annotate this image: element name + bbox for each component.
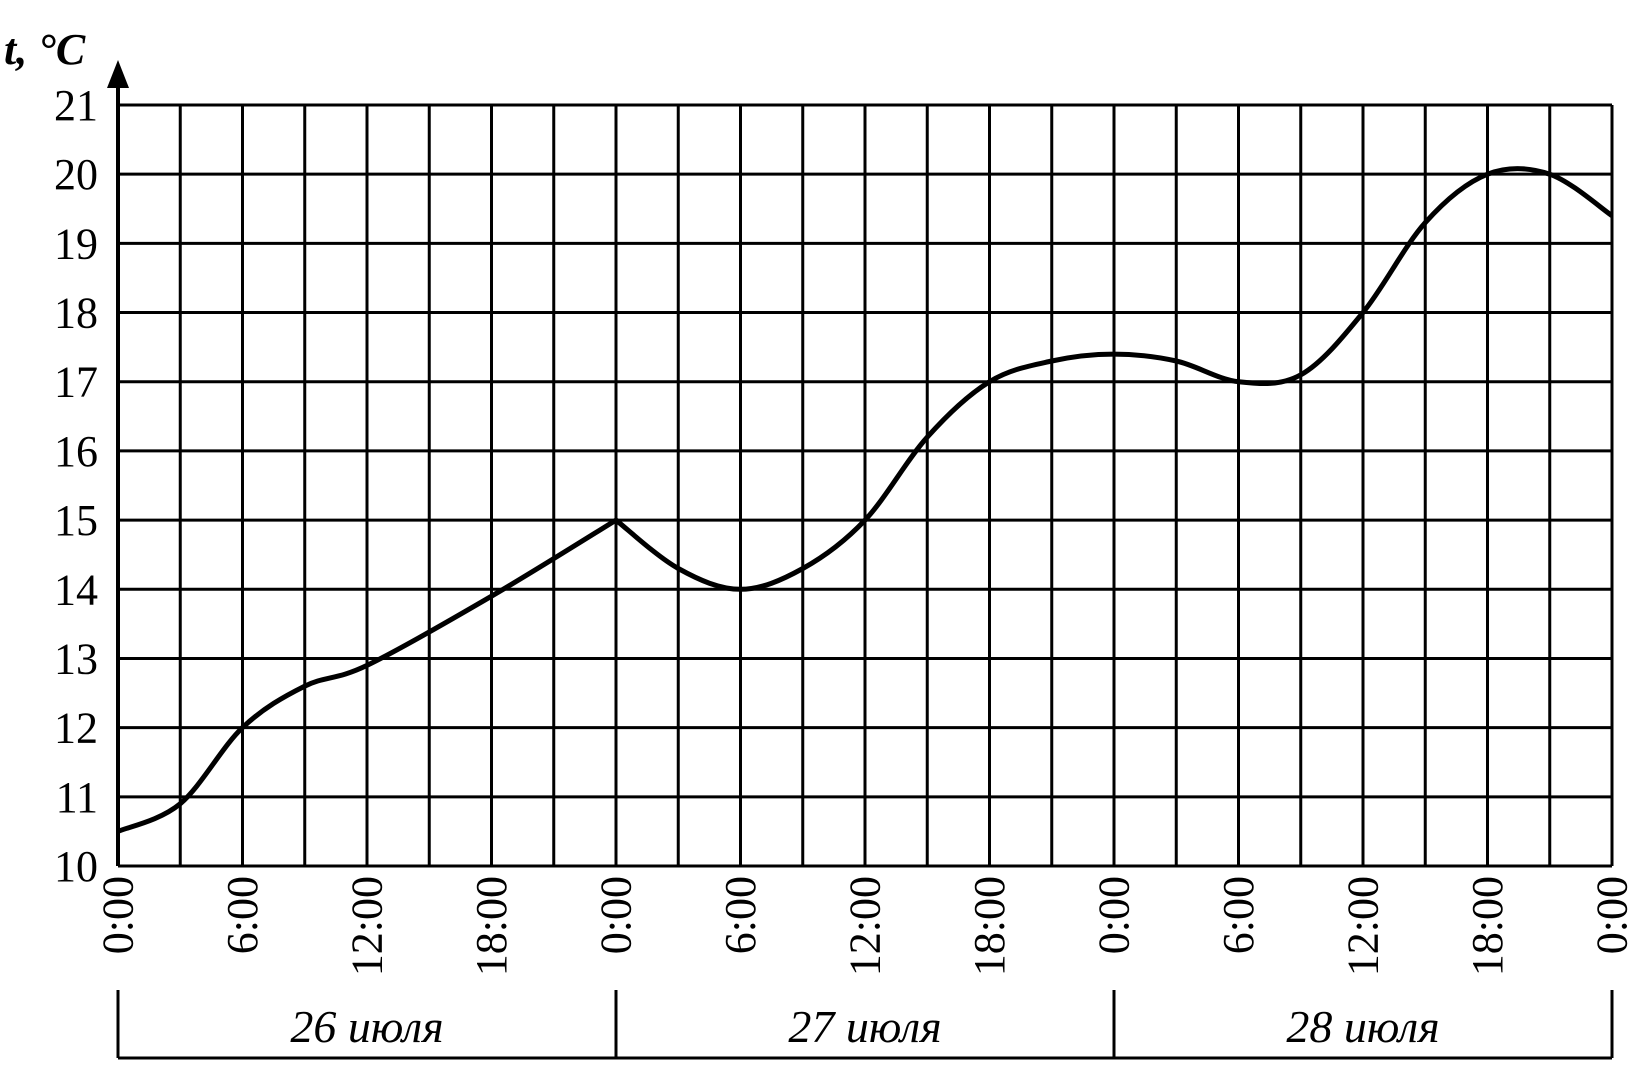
x-tick-label: 18:00 xyxy=(1463,876,1512,976)
y-tick-label: 10 xyxy=(54,842,98,891)
y-tick-label: 17 xyxy=(54,358,98,407)
x-tick-label: 6:00 xyxy=(1214,876,1263,954)
y-tick-label: 13 xyxy=(54,634,98,683)
day-label-box: 26 июля 27 июля 28 июля xyxy=(116,990,1614,1060)
day-label: 27 июля xyxy=(788,1001,941,1052)
y-tick-label: 18 xyxy=(54,289,98,338)
y-tick-label: 14 xyxy=(54,565,98,614)
y-tick-label: 21 xyxy=(54,81,98,130)
y-tick-label: 15 xyxy=(54,496,98,545)
x-tick-label: 6:00 xyxy=(716,876,765,954)
y-axis-arrow xyxy=(107,60,129,88)
y-tick-label: 20 xyxy=(54,150,98,199)
y-tick-label: 12 xyxy=(54,704,98,753)
y-tick-label: 16 xyxy=(54,427,98,476)
series-line xyxy=(116,166,1614,834)
day-label: 28 июля xyxy=(1286,1001,1439,1052)
y-tick-label: 19 xyxy=(54,219,98,268)
x-tick-label: 12:00 xyxy=(343,876,392,976)
x-tick-label: 6:00 xyxy=(218,876,267,954)
y-tick-label: 11 xyxy=(56,773,98,822)
day-label: 26 июля xyxy=(290,1001,443,1052)
temperature-series xyxy=(116,166,1614,834)
x-tick-label: 12:00 xyxy=(841,876,890,976)
x-tick-label: 0:00 xyxy=(94,876,143,954)
x-tick-labels: 0:00 6:00 12:00 18:00 0:00 6:00 12:00 18:00 0:00… xyxy=(94,876,1637,976)
x-tick-label: 18:00 xyxy=(965,876,1014,976)
y-axis-title: t, °C xyxy=(4,25,86,74)
x-tick-label: 0:00 xyxy=(1090,876,1139,954)
grid xyxy=(107,60,1614,868)
x-tick-label: 12:00 xyxy=(1339,876,1388,976)
y-tick-labels: 10 11 12 13 14 15 16 17 18 19 20 21 xyxy=(54,81,98,891)
x-tick-label: 0:00 xyxy=(592,876,641,954)
x-tick-label: 0:00 xyxy=(1588,876,1637,954)
x-tick-label: 18:00 xyxy=(467,876,516,976)
